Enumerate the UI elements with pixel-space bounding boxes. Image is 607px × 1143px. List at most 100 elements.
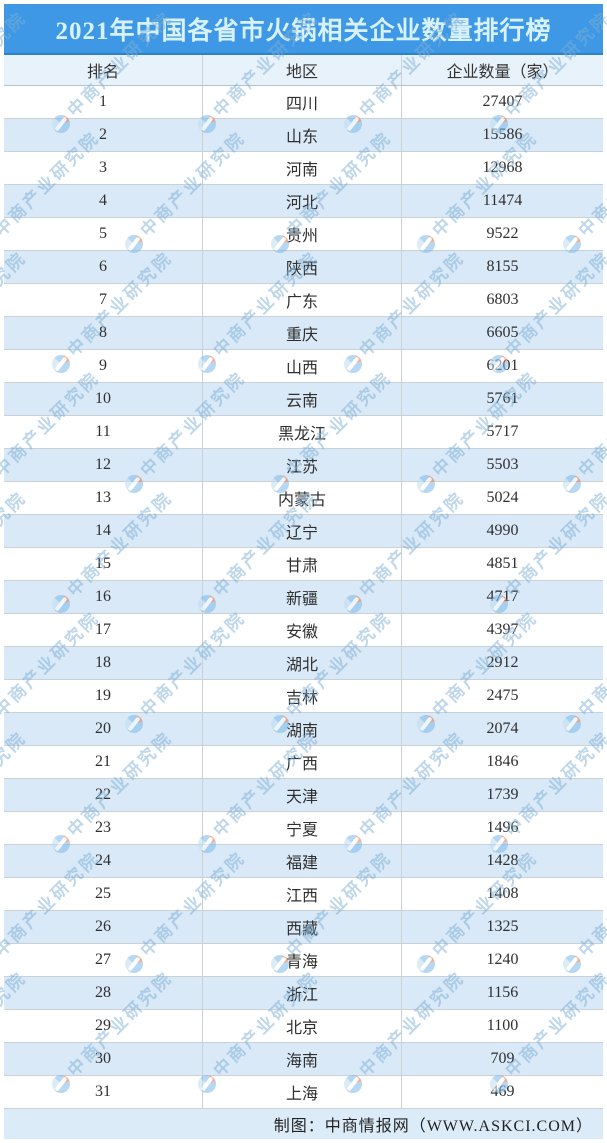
region-cell: 重庆 <box>203 317 402 349</box>
count-cell: 6605 <box>486 324 519 341</box>
table-row: 21 广西 1846 <box>4 746 603 779</box>
rank-cell: 28 <box>4 977 203 1009</box>
rank-cell: 19 <box>4 680 203 712</box>
credit-text: 制图：中商情报网（WWW.ASKCI.COM） <box>273 1118 593 1135</box>
rank-cell: 23 <box>4 812 203 844</box>
rank-cell: 7 <box>4 284 203 316</box>
region-cell: 江西 <box>203 878 402 910</box>
table-row: 2 山东 15586 <box>4 119 603 152</box>
table-body: 1 四川 27407 2 山东 15586 3 河南 12968 4 河北 11474 5 贵州 9522 6… <box>4 86 603 1109</box>
table-row: 25 江西 1408 <box>4 878 603 911</box>
region-cell: 黑龙江 <box>203 416 402 448</box>
ranking-table: 排名 地区 企业数量（家） 1 四川 27407 2 山东 15586 3 河南 12968 4 河… <box>4 55 603 1109</box>
region-cell: 山东 <box>203 119 402 151</box>
region-cell: 上海 <box>203 1076 402 1108</box>
table-row: 1 四川 27407 <box>4 86 603 119</box>
rank-cell: 1 <box>4 86 203 118</box>
table-row: 6 陕西 8155 <box>4 251 603 284</box>
count-cell: 4717 <box>486 588 519 605</box>
table-row: 17 安徽 4397 <box>4 614 603 647</box>
region-cell: 广东 <box>203 284 402 316</box>
table-row: 11 黑龙江 5717 <box>4 416 603 449</box>
rank-cell: 31 <box>4 1076 203 1108</box>
column-header-rank: 排名 <box>4 55 203 85</box>
count-cell: 4851 <box>486 555 519 572</box>
table-row: 27 青海 1240 <box>4 944 603 977</box>
rank-cell: 25 <box>4 878 203 910</box>
count-cell: 1156 <box>486 984 519 1001</box>
region-cell: 辽宁 <box>203 515 402 547</box>
table-row: 31 上海 469 <box>4 1076 603 1109</box>
count-cell: 5761 <box>486 390 519 407</box>
table-row: 29 北京 1100 <box>4 1010 603 1043</box>
table-row: 8 重庆 6605 <box>4 317 603 350</box>
region-cell: 河南 <box>203 152 402 184</box>
rank-cell: 2 <box>4 119 203 151</box>
count-cell: 1846 <box>486 753 519 770</box>
rank-cell: 8 <box>4 317 203 349</box>
table-row: 22 天津 1739 <box>4 779 603 812</box>
title-banner: 2021年中国各省市火锅相关企业数量排行榜 <box>4 4 603 55</box>
count-cell: 27407 <box>482 93 523 110</box>
rank-cell: 12 <box>4 449 203 481</box>
column-header-count: 企业数量（家） <box>446 64 559 81</box>
rank-cell: 11 <box>4 416 203 448</box>
region-cell: 海南 <box>203 1043 402 1075</box>
rank-cell: 15 <box>4 548 203 580</box>
region-cell: 天津 <box>203 779 402 811</box>
table-row: 5 贵州 9522 <box>4 218 603 251</box>
table-row: 12 江苏 5503 <box>4 449 603 482</box>
table-row: 13 内蒙古 5024 <box>4 482 603 515</box>
count-cell: 1739 <box>486 786 519 803</box>
region-cell: 甘肃 <box>203 548 402 580</box>
region-cell: 陕西 <box>203 251 402 283</box>
table-row: 20 湖南 2074 <box>4 713 603 746</box>
count-cell: 1240 <box>486 951 519 968</box>
table-row: 10 云南 5761 <box>4 383 603 416</box>
table-row: 9 山西 6201 <box>4 350 603 383</box>
table-row: 18 湖北 2912 <box>4 647 603 680</box>
region-cell: 福建 <box>203 845 402 877</box>
table-row: 14 辽宁 4990 <box>4 515 603 548</box>
count-cell: 469 <box>490 1083 515 1100</box>
region-cell: 湖北 <box>203 647 402 679</box>
rank-cell: 9 <box>4 350 203 382</box>
table-row: 4 河北 11474 <box>4 185 603 218</box>
count-cell: 6803 <box>486 291 519 308</box>
count-cell: 2912 <box>486 654 519 671</box>
count-cell: 4397 <box>486 621 519 638</box>
region-cell: 广西 <box>203 746 402 778</box>
count-cell: 1100 <box>486 1017 519 1034</box>
region-cell: 西藏 <box>203 911 402 943</box>
region-cell: 新疆 <box>203 581 402 613</box>
count-cell: 11474 <box>482 192 523 209</box>
rank-cell: 14 <box>4 515 203 547</box>
rank-cell: 5 <box>4 218 203 250</box>
table-row: 30 海南 709 <box>4 1043 603 1076</box>
rank-cell: 24 <box>4 845 203 877</box>
count-cell: 709 <box>490 1050 515 1067</box>
count-cell: 12968 <box>482 159 523 176</box>
table-row: 15 甘肃 4851 <box>4 548 603 581</box>
table-row: 28 浙江 1156 <box>4 977 603 1010</box>
region-cell: 北京 <box>203 1010 402 1042</box>
region-cell: 江苏 <box>203 449 402 481</box>
region-cell: 内蒙古 <box>203 482 402 514</box>
count-cell: 9522 <box>486 225 519 242</box>
page-title: 2021年中国各省市火锅相关企业数量排行榜 <box>55 17 552 45</box>
rank-cell: 4 <box>4 185 203 217</box>
credit-bar: 制图：中商情报网（WWW.ASKCI.COM） <box>4 1109 603 1139</box>
count-cell: 1325 <box>486 918 519 935</box>
rank-cell: 6 <box>4 251 203 283</box>
rank-cell: 22 <box>4 779 203 811</box>
rank-cell: 29 <box>4 1010 203 1042</box>
region-cell: 青海 <box>203 944 402 976</box>
region-cell: 河北 <box>203 185 402 217</box>
table-row: 26 西藏 1325 <box>4 911 603 944</box>
region-cell: 浙江 <box>203 977 402 1009</box>
table-row: 3 河南 12968 <box>4 152 603 185</box>
count-cell: 5503 <box>486 456 519 473</box>
rank-cell: 26 <box>4 911 203 943</box>
region-cell: 宁夏 <box>203 812 402 844</box>
